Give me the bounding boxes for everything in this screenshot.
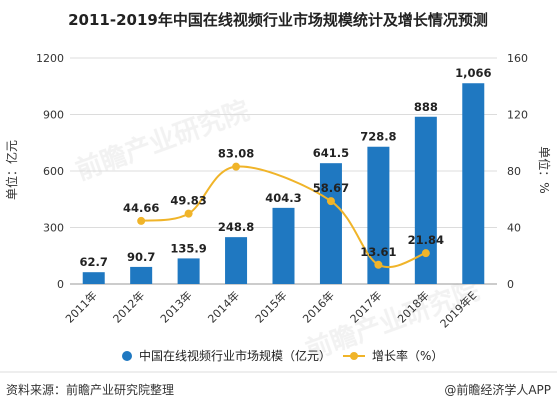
left-tick-label: 0 bbox=[57, 278, 64, 291]
left-axis-ticks: 0 300 600 900 1200 bbox=[36, 52, 64, 291]
legend-line-marker bbox=[350, 352, 358, 360]
bar bbox=[367, 146, 390, 284]
line-value-label: 13.61 bbox=[360, 245, 396, 259]
right-axis-ticks: 0 40 80 120 160 bbox=[507, 52, 528, 291]
x-tick-label: 2011年 bbox=[62, 288, 99, 325]
line-point bbox=[326, 197, 335, 206]
line-point bbox=[374, 260, 383, 269]
bar-series bbox=[82, 83, 485, 284]
bar-value-label: 135.9 bbox=[170, 241, 206, 255]
source-text: 资料来源：前瞻产业研究院整理 bbox=[6, 382, 174, 397]
legend-line-label: 增长率（%） bbox=[372, 348, 443, 363]
bar bbox=[462, 83, 485, 284]
right-tick-label: 120 bbox=[507, 109, 528, 122]
bar-value-label: 728.8 bbox=[360, 130, 396, 144]
bar-value-label: 90.7 bbox=[127, 250, 155, 264]
x-tick-label: 2016年 bbox=[300, 288, 337, 325]
left-axis-label: 单位：亿元 bbox=[4, 140, 19, 200]
right-tick-label: 80 bbox=[507, 165, 521, 178]
bar bbox=[414, 116, 437, 284]
x-tick-label: 2012年 bbox=[110, 288, 147, 325]
bar bbox=[82, 272, 105, 284]
bar-value-label: 641.5 bbox=[313, 146, 349, 160]
right-tick-label: 0 bbox=[507, 278, 514, 291]
legend-bar-label: 中国在线视频行业市场规模（亿元） bbox=[139, 348, 331, 363]
line-series bbox=[137, 162, 430, 269]
line-point bbox=[232, 162, 241, 171]
line-point bbox=[137, 216, 146, 225]
line-value-label: 83.08 bbox=[218, 147, 254, 161]
bar-value-label: 888 bbox=[414, 100, 438, 114]
right-axis-label: 单位：% bbox=[537, 146, 552, 193]
line-value-label: 21.84 bbox=[408, 233, 444, 247]
line-value-labels: 44.66 49.83 83.08 58.67 13.61 21.84 bbox=[123, 147, 444, 259]
bar bbox=[225, 237, 248, 284]
right-tick-label: 160 bbox=[507, 52, 528, 65]
right-tick-label: 40 bbox=[507, 222, 521, 235]
line-value-label: 49.83 bbox=[170, 194, 206, 208]
x-tick-label: 2013年 bbox=[157, 288, 194, 325]
x-tick-label: 2015年 bbox=[252, 288, 289, 325]
bar bbox=[319, 163, 342, 284]
bar-value-label: 1,066 bbox=[455, 66, 491, 80]
line-point bbox=[184, 209, 193, 218]
bar-value-label: 62.7 bbox=[80, 255, 108, 269]
left-tick-label: 900 bbox=[43, 109, 64, 122]
left-tick-label: 300 bbox=[43, 222, 64, 235]
x-tick-label: 2014年 bbox=[205, 288, 242, 325]
line-value-label: 44.66 bbox=[123, 201, 159, 215]
line-value-label: 58.67 bbox=[313, 181, 349, 195]
line-point bbox=[421, 249, 430, 258]
bar bbox=[272, 207, 295, 284]
watermark-text-1: 前瞻产业研究院 bbox=[72, 95, 254, 186]
chart-title: 2011-2019年中国在线视频行业市场规模统计及增长情况预测 bbox=[68, 11, 488, 29]
legend-bar-swatch bbox=[122, 351, 132, 361]
bar-value-labels: 62.7 90.7 135.9 248.8 404.3 641.5 728.8 888 1,06… bbox=[80, 66, 492, 269]
bar-value-label: 404.3 bbox=[265, 191, 301, 205]
bar bbox=[130, 266, 153, 284]
bar-value-label: 248.8 bbox=[218, 220, 254, 234]
bar bbox=[177, 258, 200, 284]
left-tick-label: 1200 bbox=[36, 52, 64, 65]
left-tick-label: 600 bbox=[43, 165, 64, 178]
legend: 中国在线视频行业市场规模（亿元） 增长率（%） bbox=[122, 348, 443, 363]
brand-text: @前瞻经济学人APP bbox=[444, 382, 551, 397]
